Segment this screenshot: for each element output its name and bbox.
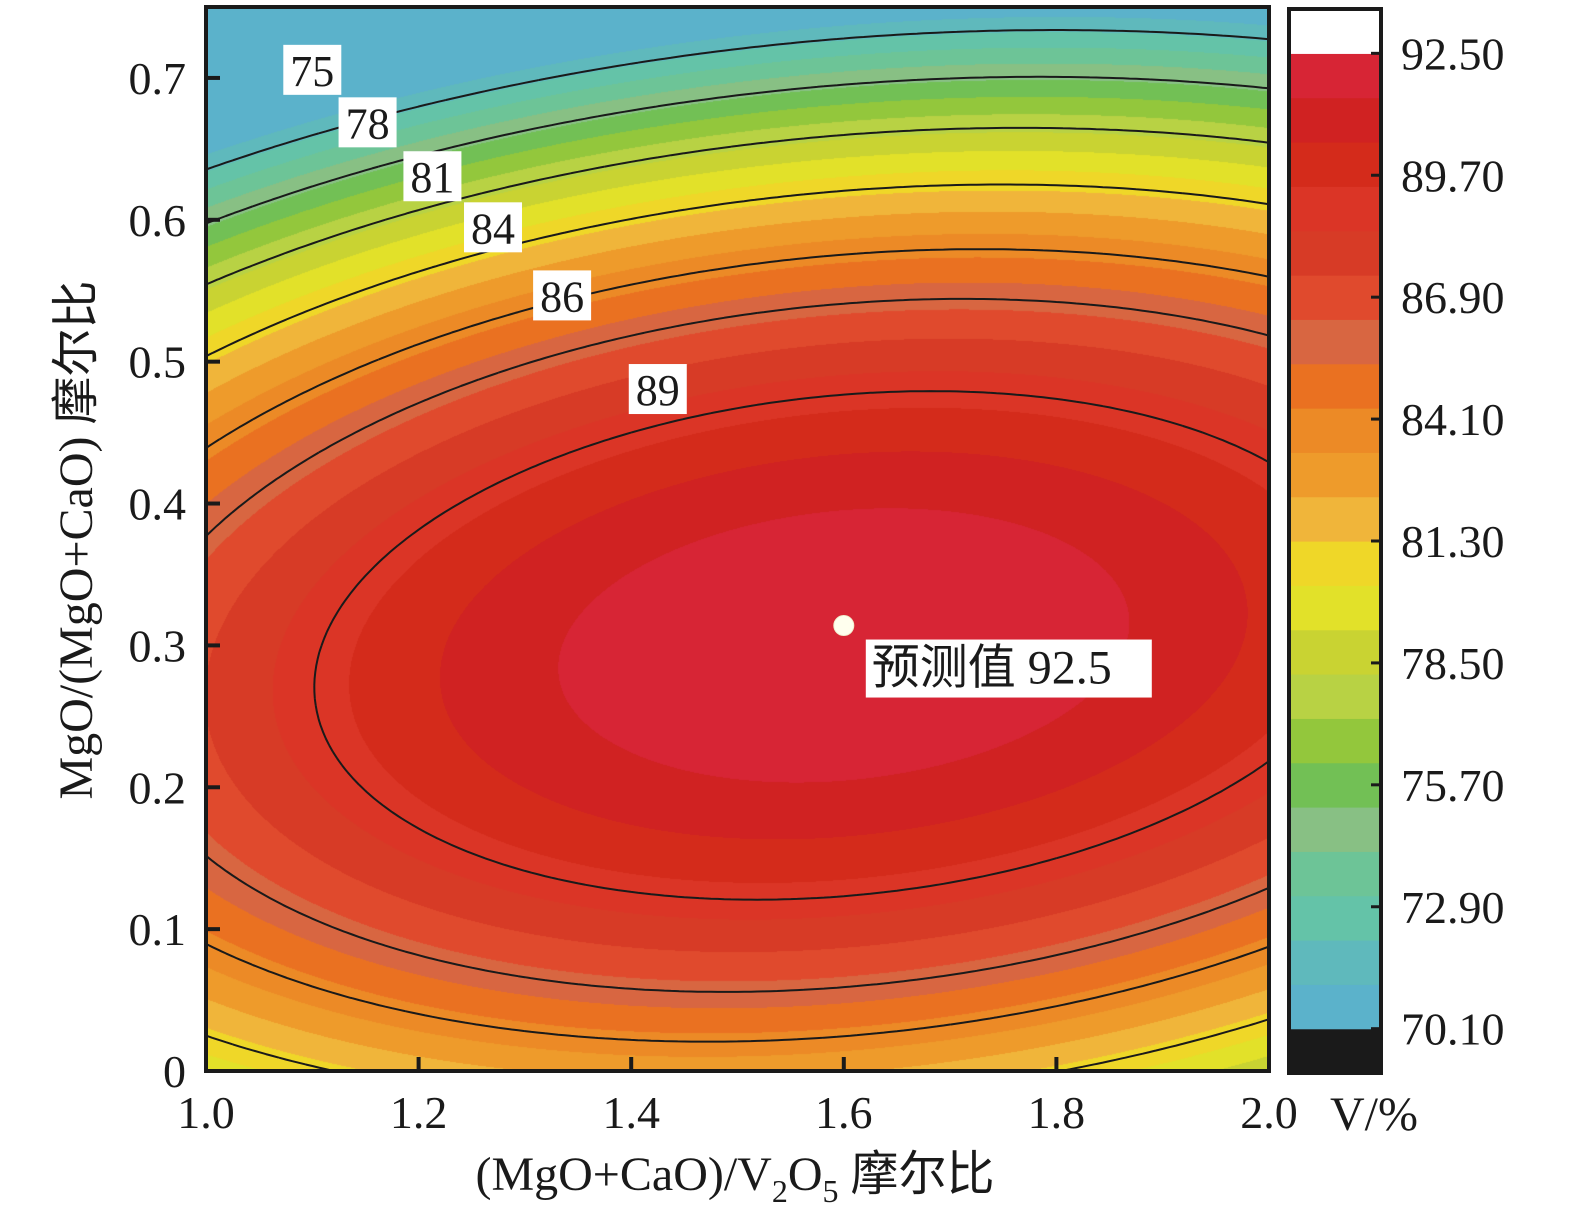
colorbar-tick-label: 86.90 [1401,272,1505,323]
y-tick-label: 0.5 [129,337,187,388]
colorbar-bands [1289,9,1381,1074]
y-tick-label: 0.3 [129,620,187,671]
y-tick-label: 0.7 [129,53,187,104]
colorbar-band [1289,718,1381,764]
colorbar: 92.50 89.70 86.90 84.10 81.30 78.50 75.70 72.90… [1287,7,1505,1141]
contour-label-background [464,202,523,253]
x-axis-ticks: 1.0 1.2 1.4 1.6 1.8 2.0 [177,1057,1298,1138]
colorbar-band [1289,452,1381,498]
colorbar-tick-label: 70.10 [1401,1004,1505,1055]
colorbar-band [1289,186,1381,232]
colorbar-band [1289,1028,1381,1074]
colorbar-band [1289,895,1381,941]
contour-label: 78 [346,99,390,148]
x-tick-label: 1.0 [177,1087,235,1138]
colorbar-band [1289,363,1381,409]
colorbar-band [1289,629,1381,675]
response-surface [206,7,1269,1071]
colorbar-band [1289,807,1381,852]
contour-label-background [283,44,342,95]
colorbar-band [1289,674,1381,719]
contour-label: 81 [410,153,454,202]
x-axis-title-prefix: (MgO+CaO)/V [475,1148,772,1201]
colorbar-band [1289,230,1381,276]
y-tick-label: 0.2 [129,762,187,813]
contour-label: 75 [290,47,334,96]
contour-line-72 [205,29,1270,171]
contour-label: 84 [471,204,515,253]
x-axis-title: (MgO+CaO)/V2O5 摩尔比 [475,1148,994,1209]
y-tick-label: 0.4 [129,479,187,530]
y-tick-label: 0.6 [129,195,187,246]
annotation-label: 预测值 92.5 [872,642,1112,695]
colorbar-title: V/% [1330,1088,1418,1141]
colorbar-band [1289,408,1381,453]
colorbar-tick-label: 89.70 [1401,150,1505,201]
y-tick-label: 0.1 [129,904,187,955]
colorbar-tick-label: 72.90 [1401,882,1505,933]
y-axis-title: MgO/(MgO+CaO) 摩尔比 [50,280,103,799]
contour-line-86 [205,297,1270,993]
x-axis-title-suffix: 摩尔比 [839,1148,995,1201]
colorbar-band [1289,984,1381,1030]
x-tick-label: 1.8 [1028,1087,1086,1138]
colorbar-band [1289,762,1381,808]
colorbar-band [1289,9,1381,54]
colorbar-tick-label: 84.10 [1401,394,1505,445]
prediction-annotation: 预测值 92.5 [833,615,1152,698]
contour-label-background [403,151,462,202]
contour-line-89 [313,390,1270,901]
plot-frame [204,5,1271,1073]
colorbar-ticks: 92.50 89.70 86.90 84.10 81.30 78.50 75.70 72.90… [1371,28,1505,1055]
colorbar-tick-label: 81.30 [1401,516,1505,567]
colorbar-tick-label: 92.50 [1401,28,1505,79]
annotation-background [865,639,1152,698]
colorbar-band [1289,142,1381,187]
x-tick-label: 1.6 [815,1087,873,1138]
colorbar-band [1289,97,1381,143]
colorbar-band [1289,53,1381,99]
x-axis-title-sub2: 5 [823,1173,839,1209]
x-tick-label: 1.4 [602,1087,660,1138]
x-axis-title-mid: O [788,1148,823,1201]
colorbar-band [1289,541,1381,586]
contour-label-background [628,364,687,415]
colorbar-band [1289,275,1381,320]
colorbar-band [1289,940,1381,985]
contour-line-84 [205,248,1270,1043]
y-axis-ticks: 0 0.1 0.2 0.3 0.4 0.5 0.6 0.7 [129,53,220,1097]
plot-area: 1.0 1.2 1.4 1.6 1.8 2.0 0 0.1 0.2 0.3 0.4 0.5 0.6 0.… [129,5,1298,1138]
contour-label-background [338,97,397,148]
x-tick-label: 1.2 [390,1087,448,1138]
x-axis-title-sub1: 2 [772,1173,788,1209]
colorbar-band [1289,851,1381,897]
contour-line-78 [205,126,1270,286]
y-tick-label: 0 [163,1046,186,1097]
x-tick-label: 2.0 [1240,1087,1298,1138]
colorbar-band [1289,585,1381,631]
peak-marker [833,615,855,637]
colorbar-band [1289,496,1381,542]
contour-label: 89 [636,366,680,415]
contour-label-background [533,270,592,321]
colorbar-band [1289,319,1381,365]
colorbar-tick-label: 78.50 [1401,638,1505,689]
colorbar-tick-label: 75.70 [1401,760,1505,811]
contour-label: 86 [540,272,584,321]
